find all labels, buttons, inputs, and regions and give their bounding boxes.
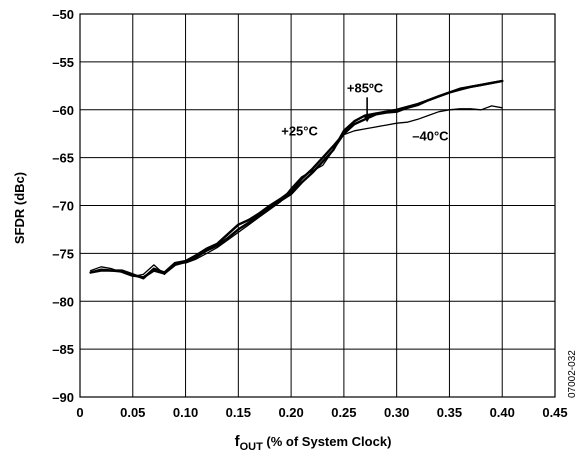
y-tick-label: –85 bbox=[52, 342, 74, 357]
x-tick-label: 0.05 bbox=[120, 405, 145, 420]
y-tick-label: –70 bbox=[52, 199, 74, 214]
x-tick-label: 0.30 bbox=[384, 405, 409, 420]
y-tick-labels: –90 –85 –80 –75 –70 –65 –60 –55 –50 bbox=[52, 7, 74, 405]
y-tick-label: –55 bbox=[52, 55, 74, 70]
plot-frame bbox=[79, 13, 556, 398]
x-tick-label: 0.15 bbox=[226, 405, 251, 420]
x-tick-label: 0 bbox=[76, 405, 83, 420]
annotations: +85ºC +25°C –40°C bbox=[281, 81, 449, 144]
x-tick-label: 0.35 bbox=[437, 405, 462, 420]
x-tick-label: 0.25 bbox=[331, 405, 356, 420]
y-axis-title: SFDR (dBc) bbox=[12, 172, 27, 244]
x-axis-title-rest: (% of System Clock) bbox=[263, 434, 392, 449]
y-tick-label: –50 bbox=[52, 7, 74, 22]
grid bbox=[79, 13, 556, 398]
y-tick-label: –60 bbox=[52, 103, 74, 118]
x-tick-label: 0.20 bbox=[278, 405, 303, 420]
y-tick-label: –90 bbox=[52, 390, 74, 405]
y-tick-label: –80 bbox=[52, 294, 74, 309]
x-axis-title-subscript: OUT bbox=[240, 441, 264, 453]
annotation-label: –40°C bbox=[412, 128, 449, 143]
x-tick-label: 0.10 bbox=[173, 405, 198, 420]
y-tick-label: –65 bbox=[52, 151, 74, 166]
x-axis-title-main: f bbox=[235, 433, 241, 450]
x-axis-title: fOUT (% of System Clock) bbox=[235, 433, 392, 453]
annotation-arrow-head bbox=[363, 115, 372, 123]
y-tick-label: –75 bbox=[52, 246, 74, 261]
annotation-label: +25°C bbox=[281, 124, 318, 139]
figure-id: 07002-032 bbox=[567, 350, 578, 398]
series-line-2 bbox=[89, 79, 504, 279]
series-line-1 bbox=[89, 79, 504, 280]
series-line-3 bbox=[89, 105, 503, 278]
x-tick-labels: 0 0.05 0.10 0.15 0.20 0.25 0.30 0.35 0.40 0.45 bbox=[76, 405, 567, 420]
x-tick-label: 0.45 bbox=[542, 405, 567, 420]
x-tick-label: 0.40 bbox=[490, 405, 515, 420]
annotation-label: +85ºC bbox=[347, 81, 384, 96]
series-lines bbox=[89, 79, 504, 280]
